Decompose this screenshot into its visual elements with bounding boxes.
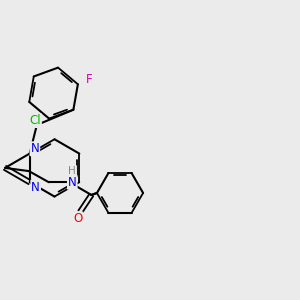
Text: N: N [31,181,40,194]
Text: F: F [86,73,92,86]
Text: O: O [73,212,83,225]
Text: N: N [31,142,39,155]
Text: N: N [68,176,76,189]
Text: H: H [68,166,76,176]
Text: Cl: Cl [29,114,41,127]
